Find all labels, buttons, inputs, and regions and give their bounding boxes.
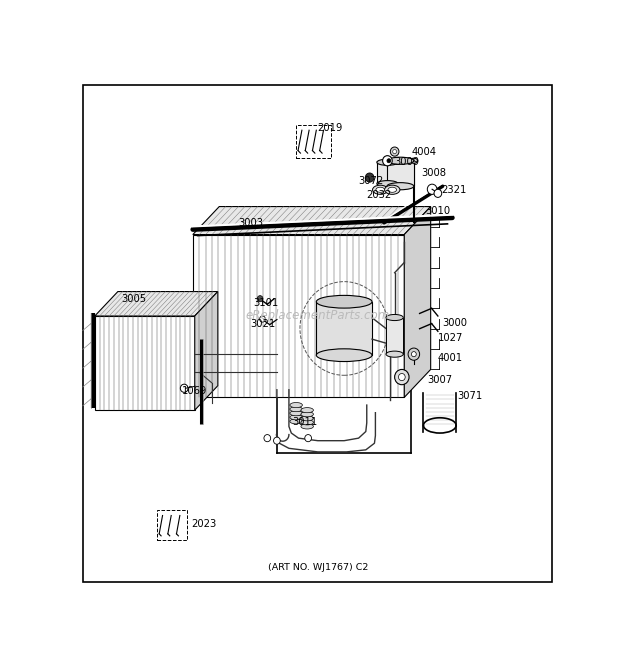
Text: 2321: 2321 [441,185,467,195]
Ellipse shape [290,419,303,424]
Ellipse shape [384,185,400,194]
Ellipse shape [376,187,384,192]
Polygon shape [95,292,218,316]
Text: 1069: 1069 [182,386,208,396]
Ellipse shape [386,351,403,357]
Circle shape [264,434,271,442]
Circle shape [383,156,392,166]
Text: 3011: 3011 [293,417,318,428]
Ellipse shape [388,187,397,192]
Circle shape [305,434,311,442]
Circle shape [392,149,397,153]
Circle shape [180,384,188,393]
Text: 4001: 4001 [438,353,463,363]
Circle shape [387,159,391,163]
Text: 3007: 3007 [427,375,452,385]
Text: 1027: 1027 [438,333,463,343]
Polygon shape [95,316,195,410]
Ellipse shape [290,407,303,412]
Text: 3000: 3000 [443,317,467,328]
Ellipse shape [386,315,403,321]
Circle shape [260,316,265,322]
Text: 3101: 3101 [253,297,278,308]
Text: 2019: 2019 [317,123,343,133]
Circle shape [391,147,399,156]
Circle shape [408,348,420,360]
Text: 2023: 2023 [192,519,216,529]
Ellipse shape [377,180,398,186]
Ellipse shape [387,157,414,165]
Ellipse shape [301,416,314,421]
Circle shape [399,373,405,381]
Ellipse shape [301,424,314,429]
Text: 3008: 3008 [421,169,446,178]
Circle shape [257,295,263,301]
Text: 3009: 3009 [394,157,420,167]
Ellipse shape [301,408,314,412]
Polygon shape [386,317,403,354]
Polygon shape [387,161,414,186]
Circle shape [273,437,280,444]
Circle shape [395,369,409,385]
Polygon shape [193,235,404,397]
Polygon shape [193,206,431,235]
Text: 3021: 3021 [250,319,276,329]
Ellipse shape [290,414,303,420]
Ellipse shape [377,159,398,165]
Bar [157,510,187,540]
Ellipse shape [316,349,372,362]
Circle shape [427,184,437,194]
Text: (ART NO. WJ1767) C2: (ART NO. WJ1767) C2 [268,563,368,572]
Circle shape [365,173,374,182]
Text: 4004: 4004 [412,147,436,157]
Text: 3003: 3003 [239,218,264,228]
Ellipse shape [387,182,414,190]
Ellipse shape [373,185,388,194]
Circle shape [434,189,441,198]
Ellipse shape [290,403,303,408]
Ellipse shape [410,158,418,163]
Polygon shape [195,292,218,410]
Circle shape [412,352,416,357]
Polygon shape [404,206,431,397]
Text: 2032: 2032 [366,190,391,200]
Text: 3072: 3072 [358,176,384,186]
Polygon shape [377,163,398,184]
Ellipse shape [316,295,372,308]
Ellipse shape [301,412,314,417]
Text: 3010: 3010 [425,206,451,215]
Ellipse shape [290,410,303,416]
Text: 3005: 3005 [122,294,147,304]
Text: 3071: 3071 [457,391,482,401]
Text: eReplacementParts.com: eReplacementParts.com [246,309,390,323]
Polygon shape [316,301,372,355]
Ellipse shape [301,420,314,425]
Bar [296,125,330,158]
